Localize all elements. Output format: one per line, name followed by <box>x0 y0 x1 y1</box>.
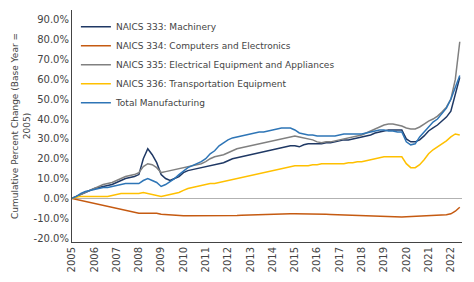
svg-text:2014: 2014 <box>267 247 278 272</box>
svg-text:2019: 2019 <box>378 247 389 272</box>
svg-text:2007: 2007 <box>111 247 122 272</box>
svg-text:-10.0%: -10.0% <box>34 213 69 224</box>
svg-text:2021: 2021 <box>423 247 434 272</box>
svg-text:2008: 2008 <box>133 247 144 272</box>
svg-text:NAICS 334: Computers and Elect: NAICS 334: Computers and Electronics <box>116 41 291 51</box>
svg-text:80.0%: 80.0% <box>37 34 69 45</box>
svg-text:40.0%: 40.0% <box>37 114 69 125</box>
svg-text:Cumulative Percent Change (Bas: Cumulative Percent Change (Base Year =20… <box>10 33 32 219</box>
svg-text:30.0%: 30.0% <box>37 133 69 144</box>
svg-text:50.0%: 50.0% <box>37 94 69 105</box>
svg-text:60.0%: 60.0% <box>37 74 69 85</box>
svg-text:NAICS 335: Electrical Equipmen: NAICS 335: Electrical Equipment and Appl… <box>116 60 334 70</box>
svg-text:2009: 2009 <box>155 247 166 272</box>
svg-text:10.0%: 10.0% <box>37 173 69 184</box>
svg-text:2020: 2020 <box>401 247 412 272</box>
svg-text:-20.0%: -20.0% <box>34 233 69 244</box>
svg-text:Total Manufacturing: Total Manufacturing <box>115 98 205 108</box>
svg-text:2018: 2018 <box>356 247 367 272</box>
svg-text:2005: 2005 <box>66 247 77 272</box>
svg-text:2010: 2010 <box>178 247 189 272</box>
svg-text:2022: 2022 <box>445 247 456 272</box>
svg-text:2012: 2012 <box>222 247 233 272</box>
svg-text:2011: 2011 <box>200 247 211 272</box>
svg-text:2006: 2006 <box>89 247 100 272</box>
svg-text:0.0%: 0.0% <box>44 193 69 204</box>
svg-text:2017: 2017 <box>334 247 345 272</box>
svg-text:90.0%: 90.0% <box>37 14 69 25</box>
svg-text:NAICS 336: Transportation Equi: NAICS 336: Transportation Equipment <box>116 79 287 89</box>
svg-text:2016: 2016 <box>311 247 322 272</box>
svg-text:NAICS 333: Machinery: NAICS 333: Machinery <box>116 22 217 32</box>
svg-text:20.0%: 20.0% <box>37 153 69 164</box>
svg-text:2013: 2013 <box>245 247 256 272</box>
svg-text:2015: 2015 <box>289 247 300 272</box>
svg-text:70.0%: 70.0% <box>37 54 69 65</box>
